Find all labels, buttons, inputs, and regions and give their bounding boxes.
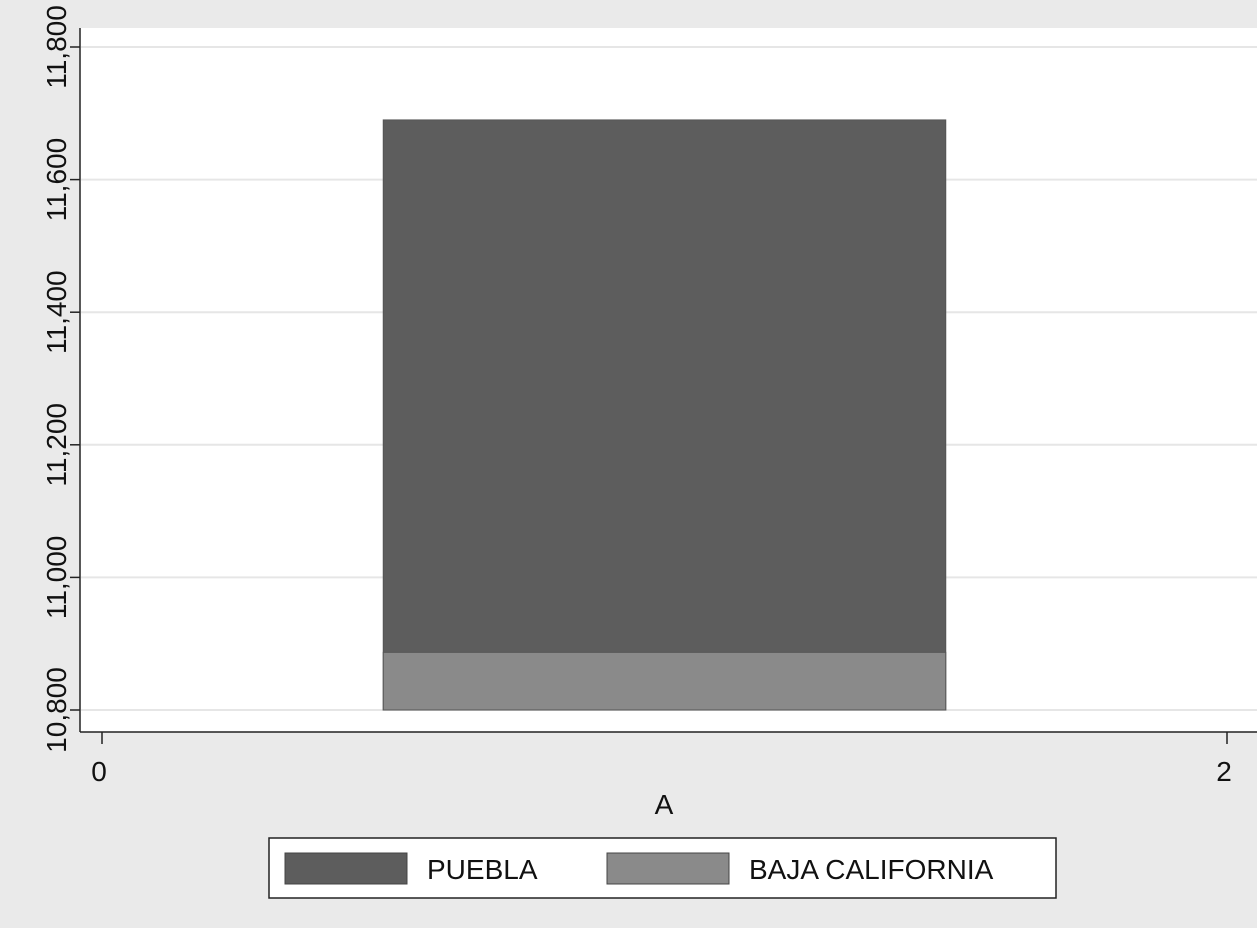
- y-axis-ticks: 10,800 11,000 11,200 11,400 11,600 11,800: [41, 5, 80, 753]
- y-tick-label-0: 10,800: [41, 667, 72, 753]
- legend: PUEBLA BAJA CALIFORNIA: [268, 837, 1057, 899]
- bar-puebla: [382, 119, 947, 711]
- x-tick-label-1: 2: [1216, 756, 1232, 787]
- x-axis-label: A: [655, 789, 674, 820]
- legend-swatch-puebla: [284, 852, 408, 885]
- y-tick-label-5: 11,800: [41, 5, 72, 89]
- legend-label-baja-california: BAJA CALIFORNIA: [749, 854, 994, 885]
- legend-label-puebla: PUEBLA: [427, 854, 538, 885]
- x-tick-label-0: 0: [91, 756, 107, 787]
- y-tick-label-2: 11,200: [41, 403, 72, 487]
- bars: [382, 119, 947, 711]
- y-tick-label-4: 11,600: [41, 138, 72, 222]
- y-tick-label-1: 11,000: [41, 536, 72, 620]
- y-tick-label-3: 11,400: [41, 270, 72, 354]
- bar-baja-california: [382, 651, 947, 711]
- legend-swatch-baja-california: [606, 852, 730, 885]
